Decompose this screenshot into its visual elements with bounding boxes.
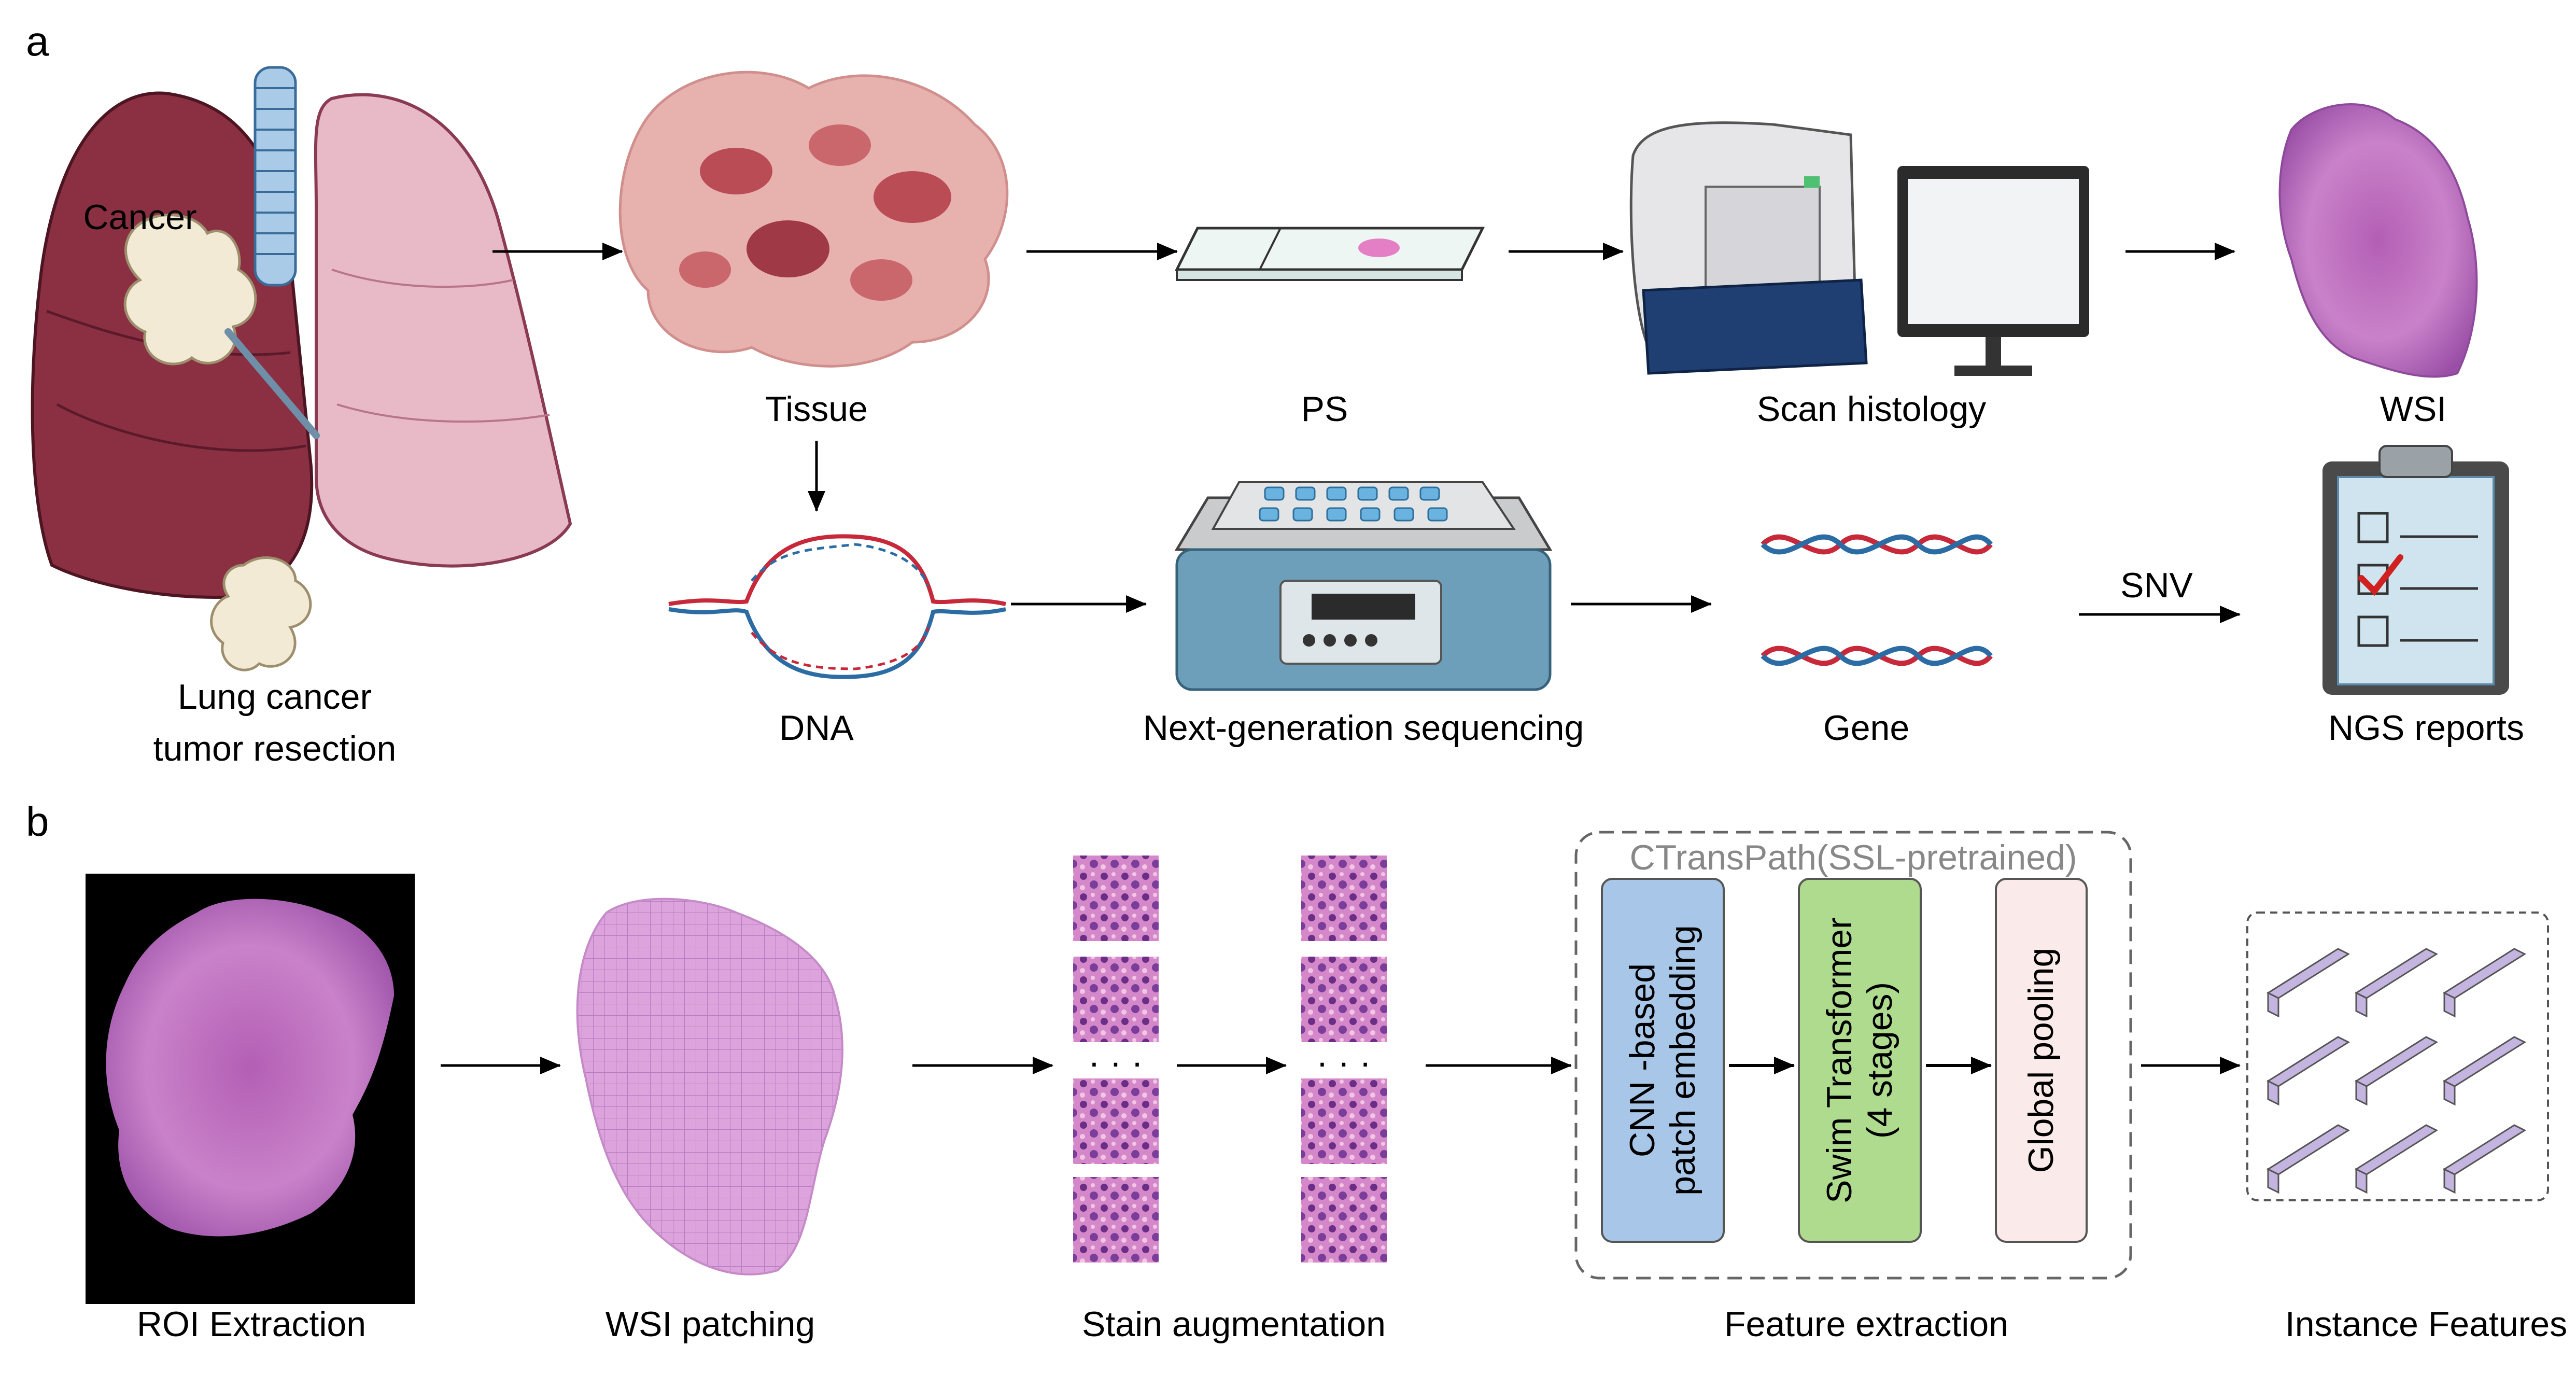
ellipsis-before: · · · xyxy=(1088,1043,1143,1082)
tissue-label: Tissue xyxy=(765,389,868,429)
instance-label: Instance Features xyxy=(2285,1305,2568,1344)
patch-tiles-before xyxy=(1073,856,1159,1263)
slide-illustration xyxy=(1174,227,1485,281)
panel-b-label: b xyxy=(26,798,49,845)
cancer-label: Cancer xyxy=(83,198,197,237)
scanner-illustration xyxy=(1629,121,2089,376)
dna-label: DNA xyxy=(779,708,854,748)
wsi-thumbnail xyxy=(2278,103,2478,378)
tumor-sample xyxy=(210,556,312,671)
snv-label: SNV xyxy=(2120,566,2193,605)
stain-label: Stain augmentation xyxy=(1082,1305,1386,1344)
instance-feature-bars xyxy=(2266,948,2527,1194)
swim-box xyxy=(1798,878,1922,1243)
ctranspath-title: CTransPath(SSL-pretrained) xyxy=(1629,838,2077,877)
roi-label: ROI Extraction xyxy=(136,1305,367,1344)
tumor xyxy=(123,214,257,366)
tissue-illustration xyxy=(618,71,1009,368)
ngs-label: Next-generation sequencing xyxy=(1143,708,1584,748)
gene-label: Gene xyxy=(1823,708,1910,748)
swim-line2: (4 stages) xyxy=(1860,982,1899,1139)
ngs-machine-illustration xyxy=(1174,481,1553,691)
reports-label: NGS reports xyxy=(2328,708,2524,748)
swim-line1: Swim Transformer xyxy=(1819,917,1859,1203)
ellipsis-after: · · · xyxy=(1316,1043,1371,1082)
instance-features-group xyxy=(2246,912,2549,1201)
scan-label: Scan histology xyxy=(1756,389,1987,429)
scalpel xyxy=(224,328,320,439)
lung-illustration xyxy=(31,66,572,671)
feature-label: Feature extraction xyxy=(1724,1305,2009,1344)
trachea xyxy=(254,66,297,287)
patch-tiles-after xyxy=(1301,856,1387,1263)
gene-illustration xyxy=(1761,534,1993,666)
dna-illustration xyxy=(668,534,1006,679)
ctranspath-group xyxy=(1574,831,2132,1280)
panel-a-label: a xyxy=(26,18,49,64)
ps-label: PS xyxy=(1301,389,1348,429)
wsi-patching-image xyxy=(576,898,843,1275)
clipboard-illustration xyxy=(2322,445,2509,695)
cnn-line1: CNN -based xyxy=(1622,963,1662,1158)
cnn-box-text: CNN -based patch embedding xyxy=(1622,925,1703,1196)
cnn-line2: patch embedding xyxy=(1663,925,1702,1196)
pooling-box xyxy=(1995,878,2088,1243)
cnn-box xyxy=(1601,878,1725,1243)
swim-box-text: Swim Transformer (4 stages) xyxy=(1819,917,1900,1203)
lung-label-line2: tumor resection xyxy=(153,729,397,768)
right-lung xyxy=(314,93,572,568)
roi-image xyxy=(86,874,415,1304)
pooling-box-text: Global pooling xyxy=(2021,948,2061,1173)
wsi-label: WSI xyxy=(2380,389,2447,429)
patching-label: WSI patching xyxy=(605,1305,815,1344)
lung-label-line1: Lung cancer xyxy=(177,677,372,717)
pooling-line1: Global pooling xyxy=(2021,947,2061,1173)
